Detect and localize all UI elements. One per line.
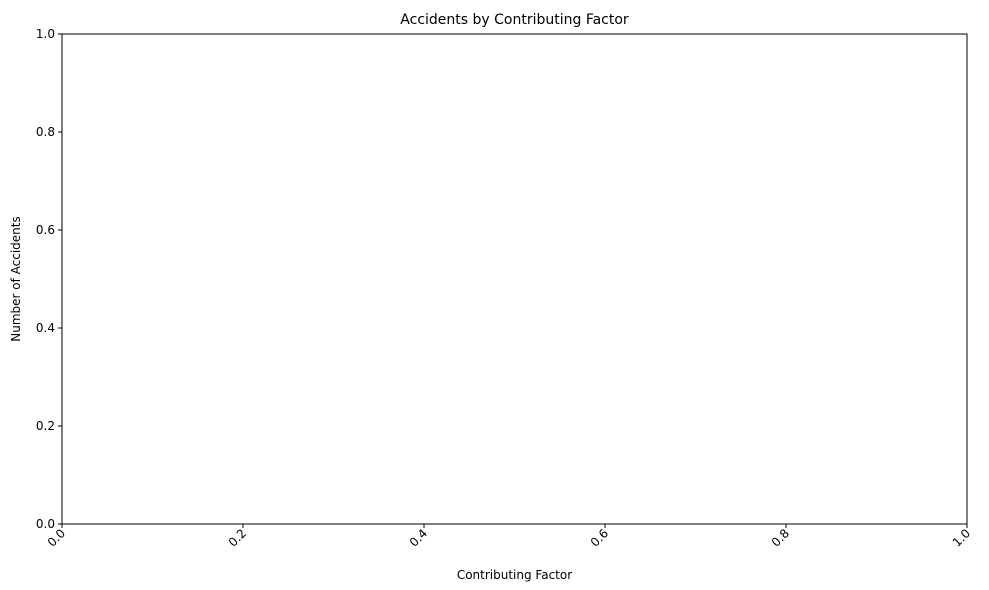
y-tick-label: 0.2 (36, 419, 55, 433)
chart-title: Accidents by Contributing Factor (400, 12, 629, 28)
y-tick-label: 0.8 (36, 125, 55, 139)
y-axis-ticks: 0.0 0.2 0.4 0.6 0.8 1.0 (36, 27, 62, 531)
y-axis-label: Number of Accidents (9, 216, 23, 342)
plot-area (61, 33, 968, 525)
y-tick-label: 0.0 (36, 517, 55, 531)
y-tick-label: 0.6 (36, 223, 55, 237)
y-tick-label: 1.0 (36, 27, 55, 41)
x-axis-label: Contributing Factor (457, 568, 572, 582)
y-tick-label: 0.4 (36, 321, 55, 335)
